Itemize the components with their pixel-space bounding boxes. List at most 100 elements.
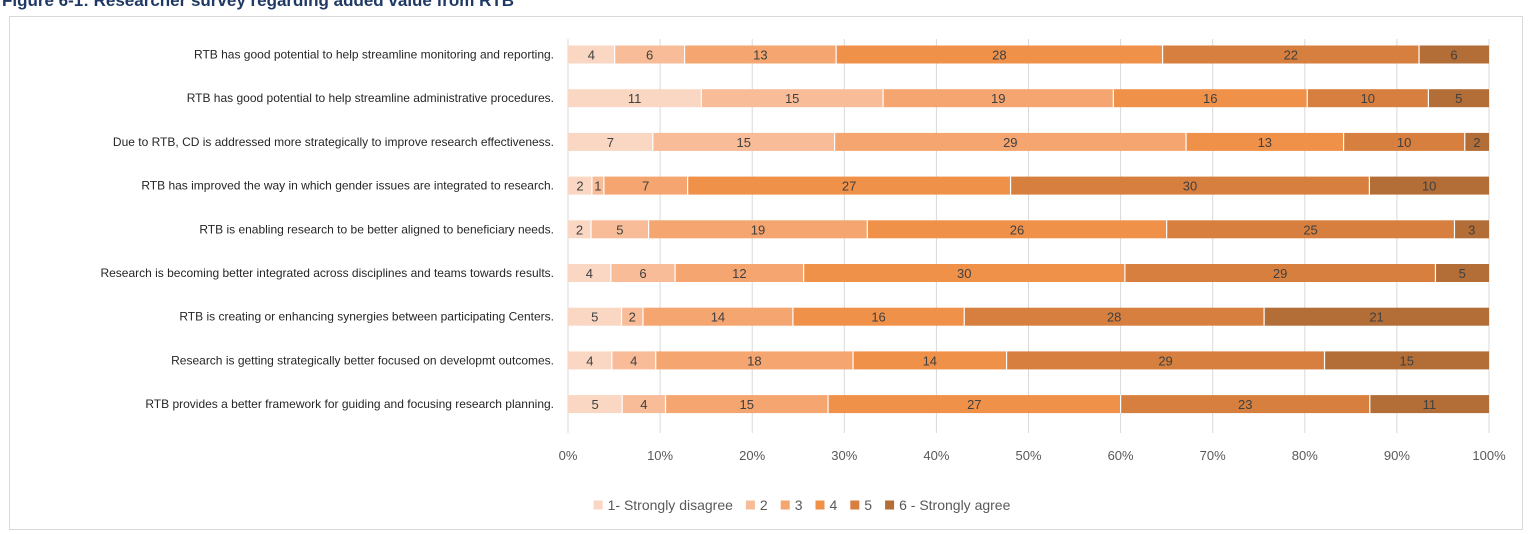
data-label: 22 bbox=[1284, 48, 1298, 63]
data-label: 2 bbox=[576, 222, 583, 237]
category-label: RTB is creating or enhancing synergies b… bbox=[179, 310, 554, 324]
x-tick-label: 40% bbox=[923, 448, 949, 463]
bar-segment bbox=[853, 351, 1007, 370]
bar-segment bbox=[568, 264, 611, 282]
data-label: 30 bbox=[1183, 179, 1197, 194]
data-label: 5 bbox=[591, 397, 598, 412]
bar-segment bbox=[867, 220, 1167, 239]
data-label: 3 bbox=[1468, 222, 1475, 237]
bar-segment bbox=[648, 220, 868, 239]
category-label: RTB provides a better framework for guid… bbox=[145, 397, 554, 411]
bar-segment bbox=[621, 307, 643, 326]
bar-segment bbox=[642, 307, 793, 326]
data-label: 25 bbox=[1303, 222, 1317, 237]
bar-segment bbox=[836, 45, 1163, 64]
x-tick-label: 100% bbox=[1472, 448, 1506, 463]
data-label: 10 bbox=[1361, 91, 1375, 106]
bar-segment bbox=[1010, 176, 1370, 195]
category-label: RTB is enabling research to be better al… bbox=[199, 222, 554, 236]
data-label: 28 bbox=[992, 48, 1006, 63]
stacked-bar-chart: 4 6 13 28 22 611 15 19 16 10 57 15 29 13 10 22 1 7 27 30 102… bbox=[100, 39, 1506, 513]
x-axis-ticks: 0% 10% 20% 30% 40% 50% 60% 70% 80% 90% 100% bbox=[559, 448, 1506, 463]
x-tick-label: 50% bbox=[1015, 448, 1041, 463]
x-tick-label: 90% bbox=[1384, 448, 1410, 463]
data-label: 6 bbox=[1450, 48, 1457, 63]
data-label: 5 bbox=[1459, 266, 1466, 281]
bar-segment bbox=[828, 395, 1121, 414]
data-label: 11 bbox=[628, 91, 642, 106]
legend-label: 3 bbox=[795, 497, 803, 513]
x-tick-label: 0% bbox=[559, 448, 578, 463]
data-label: 11 bbox=[1423, 397, 1437, 412]
category-labels: RTB has good potential to help streamlin… bbox=[100, 48, 554, 412]
data-label: 15 bbox=[785, 91, 799, 106]
legend-swatch bbox=[745, 500, 755, 510]
bar-segment bbox=[803, 264, 1125, 282]
data-label: 15 bbox=[736, 135, 750, 150]
bar-segment bbox=[1113, 89, 1308, 108]
x-tick-label: 80% bbox=[1292, 448, 1318, 463]
bar-segment bbox=[1264, 307, 1489, 326]
category-label: Research is getting strategically better… bbox=[171, 353, 554, 367]
bar-segment bbox=[701, 89, 884, 108]
bar-segment bbox=[1324, 351, 1489, 370]
bar-segment bbox=[792, 307, 965, 326]
data-label: 16 bbox=[1203, 91, 1217, 106]
legend-label: 5 bbox=[864, 497, 872, 513]
bar-segment bbox=[964, 307, 1265, 326]
bar-segment bbox=[1166, 220, 1455, 239]
bar-segment bbox=[652, 132, 835, 151]
data-label: 5 bbox=[1455, 91, 1462, 106]
legend-swatch bbox=[780, 500, 790, 510]
legend: 1- Strongly disagree 2 3 4 5 6 - Strongly agr… bbox=[593, 497, 1011, 513]
category-label: RTB has good potential to help streamlin… bbox=[194, 48, 554, 62]
bar-segment bbox=[1162, 45, 1420, 64]
x-tick-label: 30% bbox=[831, 448, 857, 463]
data-label: 1 bbox=[594, 179, 601, 194]
legend-swatch bbox=[885, 500, 895, 510]
bar-segment bbox=[622, 395, 666, 414]
bar-segment bbox=[675, 264, 804, 282]
bar-segment bbox=[1454, 220, 1489, 239]
bar-segment bbox=[568, 132, 653, 151]
data-label: 5 bbox=[591, 310, 598, 325]
figure-title: Figure 6-1: Researcher survey regarding … bbox=[2, 0, 515, 10]
bars: 4 6 13 28 22 611 15 19 16 10 57 15 29 13 10 22 1 7 27 30 102… bbox=[568, 45, 1489, 414]
data-label: 6 bbox=[646, 48, 653, 63]
data-label: 28 bbox=[1107, 310, 1121, 325]
data-label: 19 bbox=[751, 222, 765, 237]
data-label: 2 bbox=[629, 310, 636, 325]
bar-segment bbox=[883, 89, 1114, 108]
data-label: 29 bbox=[1158, 353, 1172, 368]
bar-segment bbox=[834, 132, 1187, 151]
category-label: RTB has improved the way in which gender… bbox=[141, 179, 554, 193]
data-label: 14 bbox=[923, 353, 937, 368]
data-label: 4 bbox=[586, 353, 593, 368]
bar-segment bbox=[603, 176, 688, 195]
bar-segment bbox=[1435, 264, 1489, 282]
bar-segment bbox=[1120, 395, 1370, 414]
bar-segment bbox=[1428, 89, 1489, 108]
legend-swatch bbox=[593, 500, 603, 510]
data-label: 13 bbox=[753, 48, 767, 63]
bar-segment bbox=[687, 176, 1011, 195]
data-label: 19 bbox=[991, 91, 1005, 106]
bar-segment bbox=[655, 351, 854, 370]
data-label: 13 bbox=[1258, 135, 1272, 150]
bar-segment bbox=[611, 351, 656, 370]
data-label: 15 bbox=[1400, 353, 1414, 368]
bar-segment bbox=[591, 176, 604, 195]
legend-swatch bbox=[815, 500, 825, 510]
data-label: 2 bbox=[576, 179, 583, 194]
legend-swatch bbox=[850, 500, 860, 510]
legend-label: 6 - Strongly agree bbox=[899, 497, 1010, 513]
bar-segment bbox=[568, 89, 702, 108]
data-label: 4 bbox=[586, 266, 593, 281]
data-label: 23 bbox=[1238, 397, 1252, 412]
x-tick-label: 60% bbox=[1108, 448, 1134, 463]
data-label: 30 bbox=[957, 266, 971, 281]
bar-segment bbox=[1419, 45, 1489, 64]
bar-segment bbox=[665, 395, 829, 414]
x-tick-label: 10% bbox=[647, 448, 673, 463]
bar-segment bbox=[1369, 395, 1489, 414]
